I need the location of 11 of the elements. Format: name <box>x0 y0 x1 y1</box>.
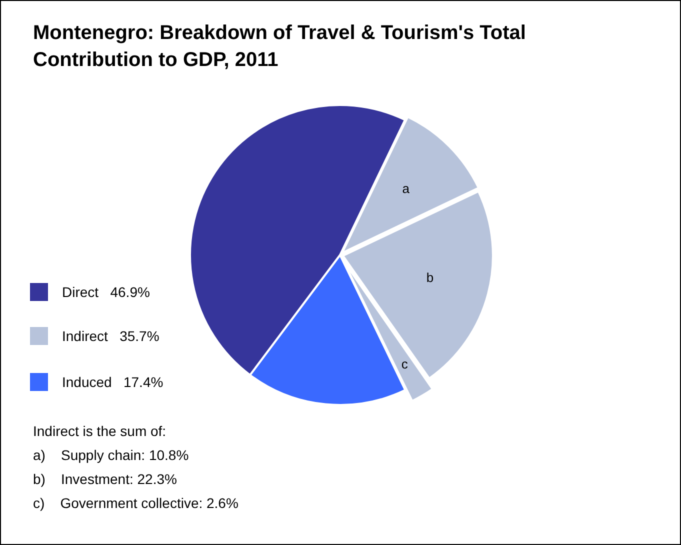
text: c) Government collective: 2.6% <box>33 495 238 511</box>
chart-title: Montenegro: Breakdown of Travel & Tourism's Total Contribution to GDP, 2011 <box>33 21 527 73</box>
text: Direct 46.9% <box>62 284 150 300</box>
slice-label: b <box>426 270 434 286</box>
text: Indirect 35.7% <box>62 328 160 344</box>
text: a) Supply chain: 10.8% <box>33 447 189 463</box>
text: Indirect is the sum of: <box>33 423 166 439</box>
slice-label: a <box>402 180 410 196</box>
text: b) Investment: 22.3% <box>33 471 177 487</box>
text: Induced 17.4% <box>62 374 164 390</box>
slice-label: c <box>401 356 408 372</box>
